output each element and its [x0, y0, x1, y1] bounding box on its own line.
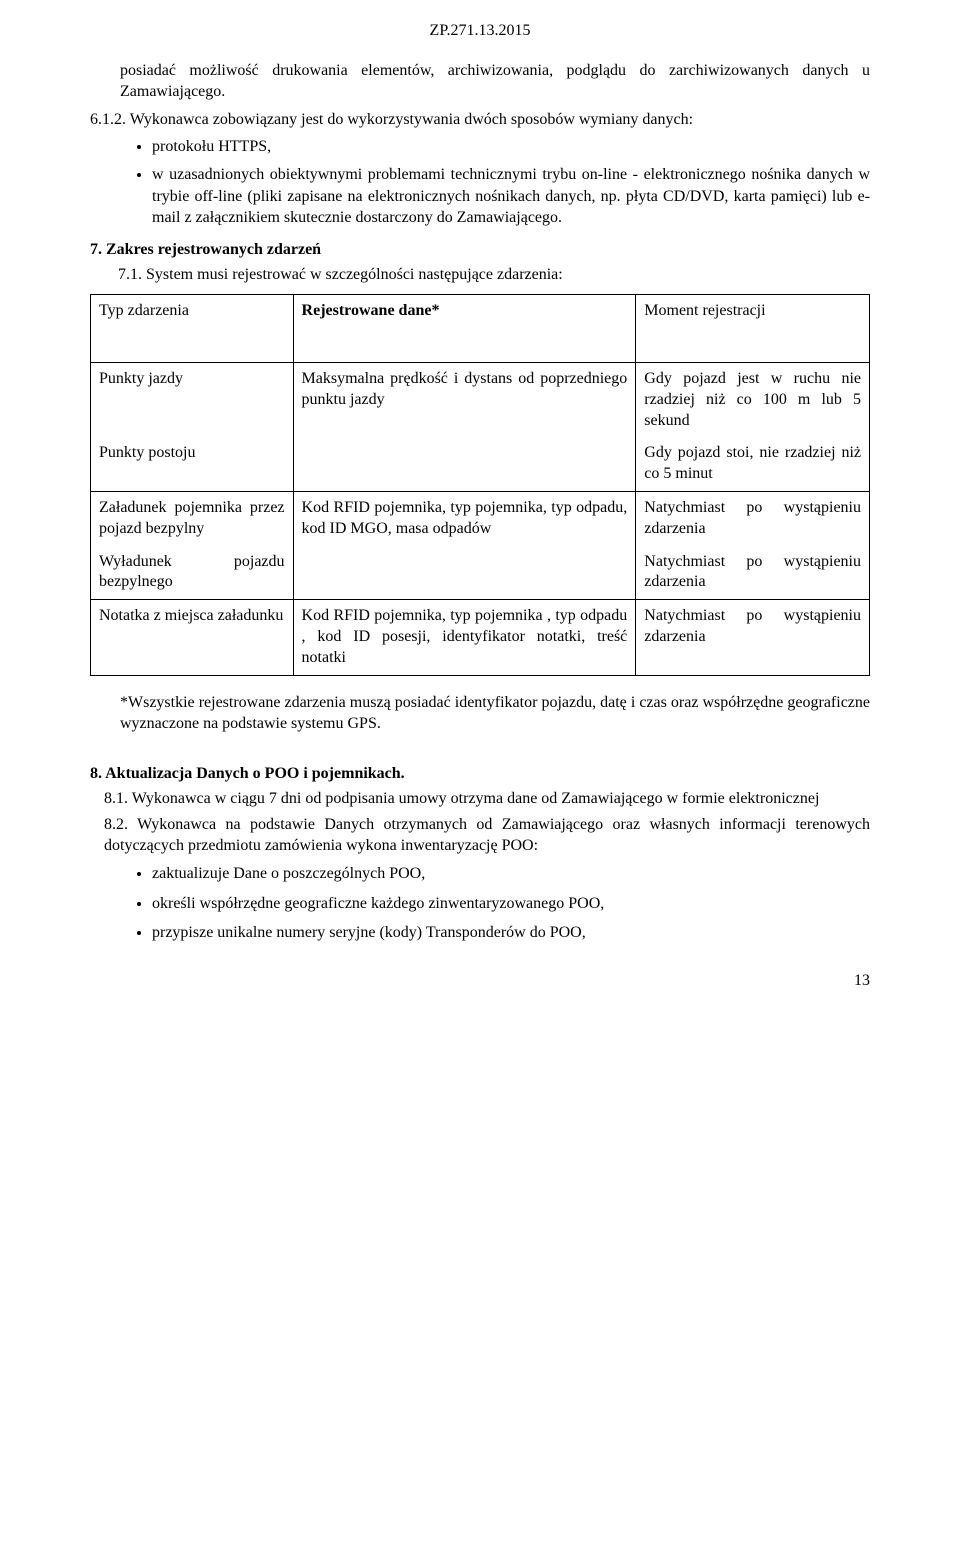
section-7-1: 7.1. System musi rejestrować w szczególn… — [118, 264, 870, 286]
cell-r4c2 — [293, 546, 636, 600]
section-8-head: 8. Aktualizacja Danych o POO i pojemnika… — [90, 763, 870, 785]
cell-r5c3: Natychmiast po wystąpieniu zdarzenia — [636, 600, 870, 675]
table-row: Punkty jazdy Maksymalna prędkość i dysta… — [91, 362, 870, 437]
cell-r4c1: Wyładunek pojazdu bezpylnego — [91, 546, 294, 600]
bullets-6-1-2: protokołu HTTPS, w uzasadnionych obiekty… — [152, 136, 870, 228]
cell-r2c2 — [293, 437, 636, 491]
section-8-1: 8.1. Wykonawca w ciągu 7 dni od podpisan… — [104, 788, 870, 810]
cell-r1c1: Punkty jazdy — [91, 362, 294, 437]
bullet-transponders: przypisze unikalne numery seryjne (kody)… — [152, 922, 870, 944]
cell-r5c1: Notatka z miejsca załadunku — [91, 600, 294, 675]
page-number: 13 — [90, 970, 870, 992]
item-6-1-2-text: Wykonawca zobowiązany jest do wykorzysty… — [130, 111, 693, 128]
cell-r1c3: Gdy pojazd jest w ruchu nie rzadziej niż… — [636, 362, 870, 437]
th-data: Rejestrowane dane* — [293, 294, 636, 362]
para-archiving: posiadać możliwość drukowania elementów,… — [120, 60, 870, 103]
table-row: Załadunek pojemnika przez pojazd bezpyln… — [91, 491, 870, 545]
th-moment: Moment rejestracji — [636, 294, 870, 362]
cell-r1c2: Maksymalna prędkość i dystans od poprzed… — [293, 362, 636, 437]
cell-r5c2: Kod RFID pojemnika, typ pojemnika , typ … — [293, 600, 636, 675]
cell-r3c1: Załadunek pojemnika przez pojazd bezpyln… — [91, 491, 294, 545]
cell-r2c3: Gdy pojazd stoi, nie rzadziej niż co 5 m… — [636, 437, 870, 491]
cell-r3c3: Natychmiast po wystąpieniu zdarzenia — [636, 491, 870, 545]
cell-r4c3: Natychmiast po wystąpieniu zdarzenia — [636, 546, 870, 600]
table-footnote: *Wszystkie rejestrowane zdarzenia muszą … — [120, 692, 870, 735]
th-type: Typ zdarzenia — [91, 294, 294, 362]
bullet-offline: w uzasadnionych obiektywnymi problemami … — [152, 164, 870, 229]
table-row: Wyładunek pojazdu bezpylnego Natychmiast… — [91, 546, 870, 600]
bullet-coords: określi współrzędne geograficzne każdego… — [152, 893, 870, 915]
table-row: Notatka z miejsca załadunku Kod RFID poj… — [91, 600, 870, 675]
item-6-1-2-num: 6.1.2. — [90, 111, 126, 128]
section-7-head: 7. Zakres rejestrowanych zdarzeń — [90, 239, 870, 261]
cell-r3c2: Kod RFID pojemnika, typ pojemnika, typ o… — [293, 491, 636, 545]
events-table: Typ zdarzenia Rejestrowane dane* Moment … — [90, 294, 870, 676]
section-8-2: 8.2. Wykonawca na podstawie Danych otrzy… — [104, 814, 870, 857]
bullet-https: protokołu HTTPS, — [152, 136, 870, 158]
cell-r2c1: Punkty postoju — [91, 437, 294, 491]
item-6-1-2: 6.1.2. Wykonawca zobowiązany jest do wyk… — [90, 109, 870, 131]
table-row: Punkty postoju Gdy pojazd stoi, nie rzad… — [91, 437, 870, 491]
bullets-8-2: zaktualizuje Dane o poszczególnych POO, … — [152, 863, 870, 944]
doc-ref: ZP.271.13.2015 — [90, 20, 870, 42]
bullet-update-poo: zaktualizuje Dane o poszczególnych POO, — [152, 863, 870, 885]
